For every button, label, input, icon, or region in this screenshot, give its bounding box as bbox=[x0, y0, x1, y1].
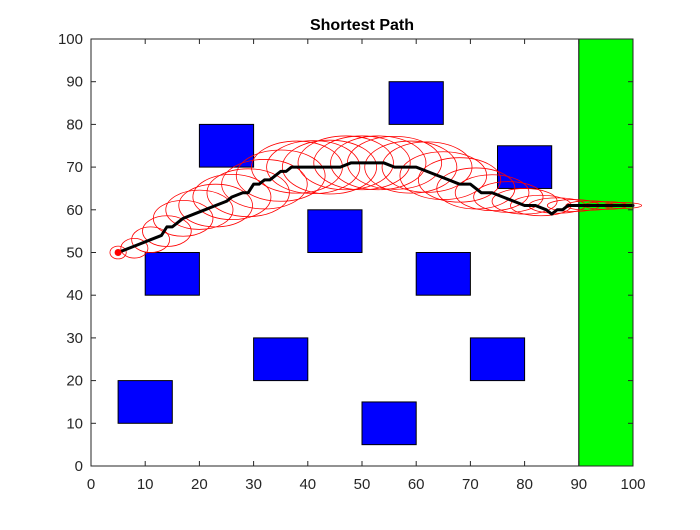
path-line bbox=[116, 161, 635, 254]
y-tick-label-10: 10 bbox=[66, 415, 83, 432]
obstacle-7 bbox=[388, 81, 444, 125]
x-tick-label-100: 100 bbox=[620, 476, 645, 493]
start-point bbox=[114, 249, 122, 256]
uncertainty-ellipse-16 bbox=[313, 135, 411, 191]
x-tick-label-60: 60 bbox=[408, 476, 425, 493]
obstacle-3 bbox=[198, 123, 255, 168]
obstacle-9 bbox=[469, 337, 526, 382]
goal-region bbox=[578, 38, 634, 467]
uncertainty-ellipse-8 bbox=[192, 173, 272, 221]
uncertainty-ellipse-10 bbox=[221, 159, 308, 210]
obstacle-8 bbox=[415, 252, 471, 296]
uncertainty-ellipse-5 bbox=[152, 200, 214, 237]
y-tick-label-80: 80 bbox=[66, 116, 83, 133]
uncertainty-ellipse-15 bbox=[297, 135, 394, 191]
obstacle-5 bbox=[307, 209, 363, 254]
y-tick-label-20: 20 bbox=[66, 373, 83, 390]
uncertainty-ellipse-14 bbox=[281, 139, 378, 195]
x-tick-label-30: 30 bbox=[245, 476, 262, 493]
uncertainty-ellipse-20 bbox=[381, 141, 473, 193]
chart-title: Shortest Path bbox=[310, 17, 414, 34]
y-tick-label-60: 60 bbox=[66, 202, 83, 219]
y-tick-label-70: 70 bbox=[66, 159, 83, 176]
y-tick-label-40: 40 bbox=[66, 287, 83, 304]
x-tick-label-40: 40 bbox=[299, 476, 316, 493]
uncertainty-ellipse-19 bbox=[364, 140, 458, 194]
uncertainty-ellipse-7 bbox=[178, 183, 253, 228]
uncertainty-ellipse-17 bbox=[330, 135, 427, 191]
x-tick-label-20: 20 bbox=[191, 476, 208, 493]
x-tick-label-90: 90 bbox=[570, 476, 587, 493]
obstacle-4 bbox=[253, 337, 309, 382]
obstacle-1 bbox=[144, 252, 200, 296]
plot-area: 0 10 20 30 40 50 60 70 80 90 100 0 10 20 30 40 50 60 70 80 9… bbox=[58, 31, 646, 493]
y-tick-label-90: 90 bbox=[66, 74, 83, 91]
y-tick-label-30: 30 bbox=[66, 330, 83, 347]
uncertainty-ellipse-22 bbox=[417, 157, 502, 203]
uncertainty-ellipse-2 bbox=[120, 238, 149, 259]
uncertainty-ellipse-13 bbox=[266, 140, 361, 194]
x-tick-label-10: 10 bbox=[137, 476, 154, 493]
obstacle-6 bbox=[361, 401, 417, 446]
y-tick-label-50: 50 bbox=[66, 245, 83, 262]
y-tick-label-0: 0 bbox=[75, 458, 83, 475]
uncertainty-ellipse-6 bbox=[165, 189, 234, 230]
obstacle-2 bbox=[117, 380, 173, 424]
x-tick-label-80: 80 bbox=[516, 476, 533, 493]
x-tick-label-0: 0 bbox=[87, 476, 95, 493]
x-tick-label-50: 50 bbox=[354, 476, 371, 493]
uncertainty-ellipse-3 bbox=[131, 226, 170, 253]
y-tick-label-100: 100 bbox=[58, 31, 83, 48]
uncertainty-ellipse-1 bbox=[109, 245, 127, 260]
x-tick-label-70: 70 bbox=[462, 476, 479, 493]
uncertainty-ellipse-11 bbox=[235, 149, 326, 202]
